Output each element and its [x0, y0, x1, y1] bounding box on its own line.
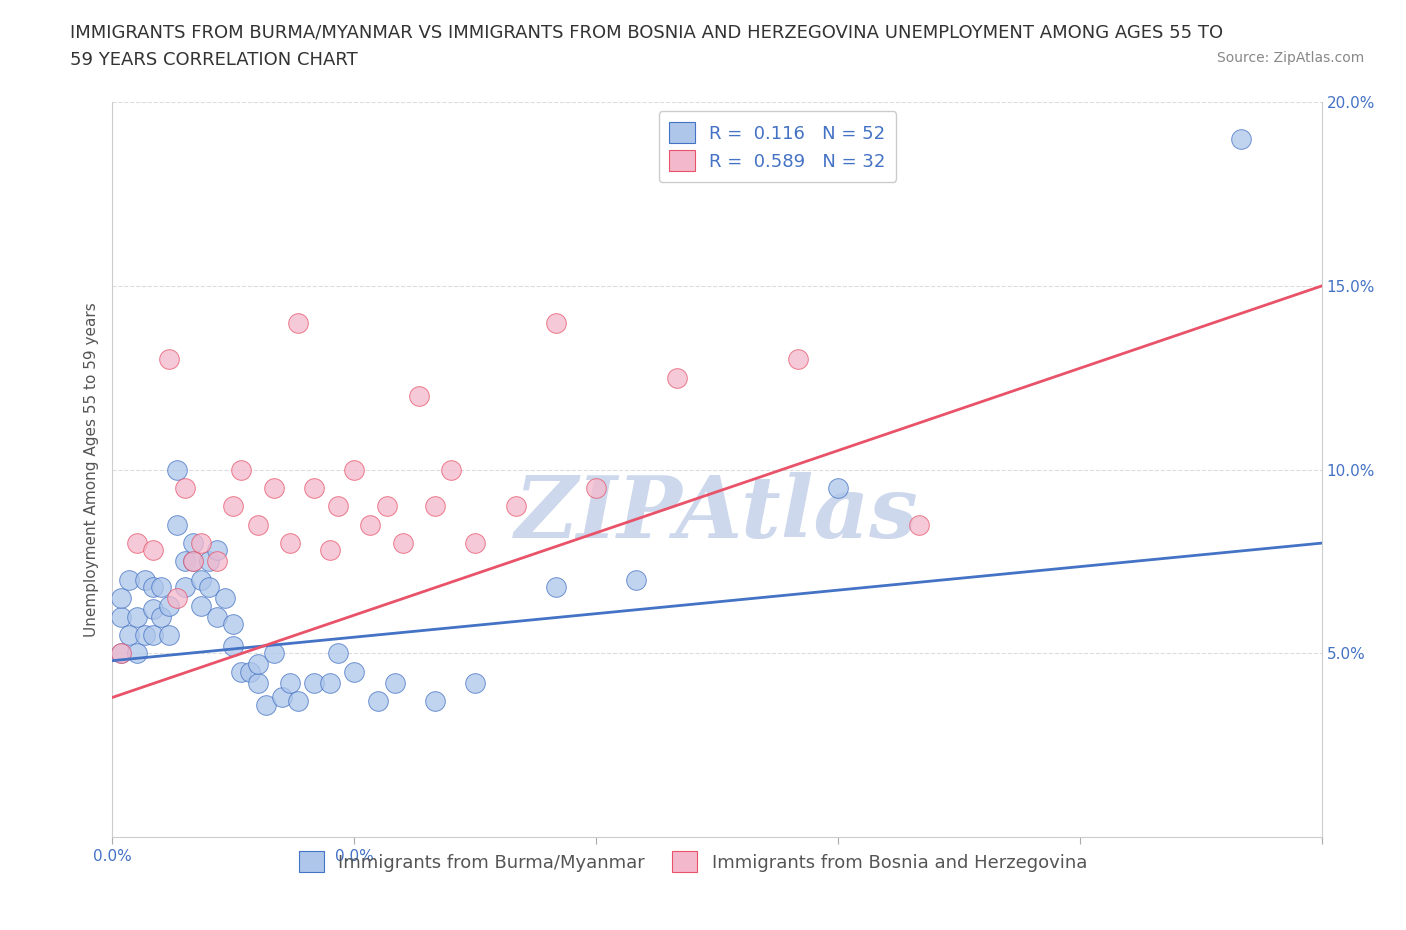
Text: 59 YEARS CORRELATION CHART: 59 YEARS CORRELATION CHART: [70, 51, 359, 69]
Point: [423, 694, 446, 709]
Point: [198, 554, 221, 569]
Point: [231, 462, 253, 477]
Point: [505, 498, 527, 513]
Point: [166, 462, 188, 477]
Point: [166, 591, 188, 605]
Point: [665, 370, 688, 385]
Point: [142, 579, 165, 594]
Point: [142, 602, 165, 617]
Point: [231, 664, 253, 679]
Point: [408, 389, 430, 404]
Point: [222, 617, 245, 631]
Point: [174, 579, 197, 594]
Point: [391, 536, 413, 551]
Legend: Immigrants from Burma/Myanmar, Immigrants from Bosnia and Herzegovina: Immigrants from Burma/Myanmar, Immigrant…: [291, 844, 1094, 880]
Point: [157, 598, 180, 613]
Point: [198, 579, 221, 594]
Point: [263, 645, 285, 660]
Point: [585, 481, 607, 496]
Point: [440, 462, 463, 477]
Point: [207, 554, 229, 569]
Point: [134, 572, 156, 588]
Point: [319, 675, 342, 690]
Y-axis label: Unemployment Among Ages 55 to 59 years: Unemployment Among Ages 55 to 59 years: [83, 302, 98, 637]
Point: [246, 657, 269, 671]
Point: [142, 543, 165, 558]
Point: [626, 572, 648, 588]
Point: [181, 554, 204, 569]
Point: [117, 572, 139, 588]
Point: [190, 572, 212, 588]
Point: [343, 462, 366, 477]
Point: [375, 498, 398, 513]
Point: [110, 645, 132, 660]
Point: [207, 609, 229, 624]
Point: [328, 498, 350, 513]
Point: [149, 609, 172, 624]
Point: [302, 481, 325, 496]
Point: [287, 694, 309, 709]
Point: [214, 591, 236, 605]
Point: [190, 598, 212, 613]
Point: [786, 352, 808, 367]
Point: [359, 517, 381, 532]
Point: [464, 675, 486, 690]
Point: [110, 645, 132, 660]
Point: [174, 481, 197, 496]
Point: [190, 536, 212, 551]
Point: [287, 315, 309, 330]
Point: [207, 543, 229, 558]
Point: [174, 554, 197, 569]
Point: [907, 517, 929, 532]
Point: [328, 645, 350, 660]
Text: IMMIGRANTS FROM BURMA/MYANMAR VS IMMIGRANTS FROM BOSNIA AND HERZEGOVINA UNEMPLOY: IMMIGRANTS FROM BURMA/MYANMAR VS IMMIGRA…: [70, 23, 1223, 41]
Point: [125, 609, 148, 624]
Point: [149, 579, 172, 594]
Point: [134, 628, 156, 643]
Point: [157, 628, 180, 643]
Point: [110, 609, 132, 624]
Text: Source: ZipAtlas.com: Source: ZipAtlas.com: [1216, 51, 1364, 65]
Point: [423, 498, 446, 513]
Point: [117, 628, 139, 643]
Point: [263, 481, 285, 496]
Point: [110, 591, 132, 605]
Point: [302, 675, 325, 690]
Point: [181, 536, 204, 551]
Point: [166, 517, 188, 532]
Point: [827, 481, 849, 496]
Point: [544, 315, 567, 330]
Point: [181, 554, 204, 569]
Point: [464, 536, 486, 551]
Text: ZIPAtlas: ZIPAtlas: [515, 472, 920, 555]
Point: [238, 664, 260, 679]
Point: [1230, 131, 1253, 146]
Point: [222, 498, 245, 513]
Point: [278, 536, 301, 551]
Point: [125, 536, 148, 551]
Point: [544, 579, 567, 594]
Point: [278, 675, 301, 690]
Point: [246, 675, 269, 690]
Point: [384, 675, 406, 690]
Point: [270, 690, 292, 705]
Point: [367, 694, 389, 709]
Point: [157, 352, 180, 367]
Point: [254, 698, 277, 712]
Point: [142, 628, 165, 643]
Point: [319, 543, 342, 558]
Point: [246, 517, 269, 532]
Point: [125, 645, 148, 660]
Point: [222, 639, 245, 654]
Point: [343, 664, 366, 679]
